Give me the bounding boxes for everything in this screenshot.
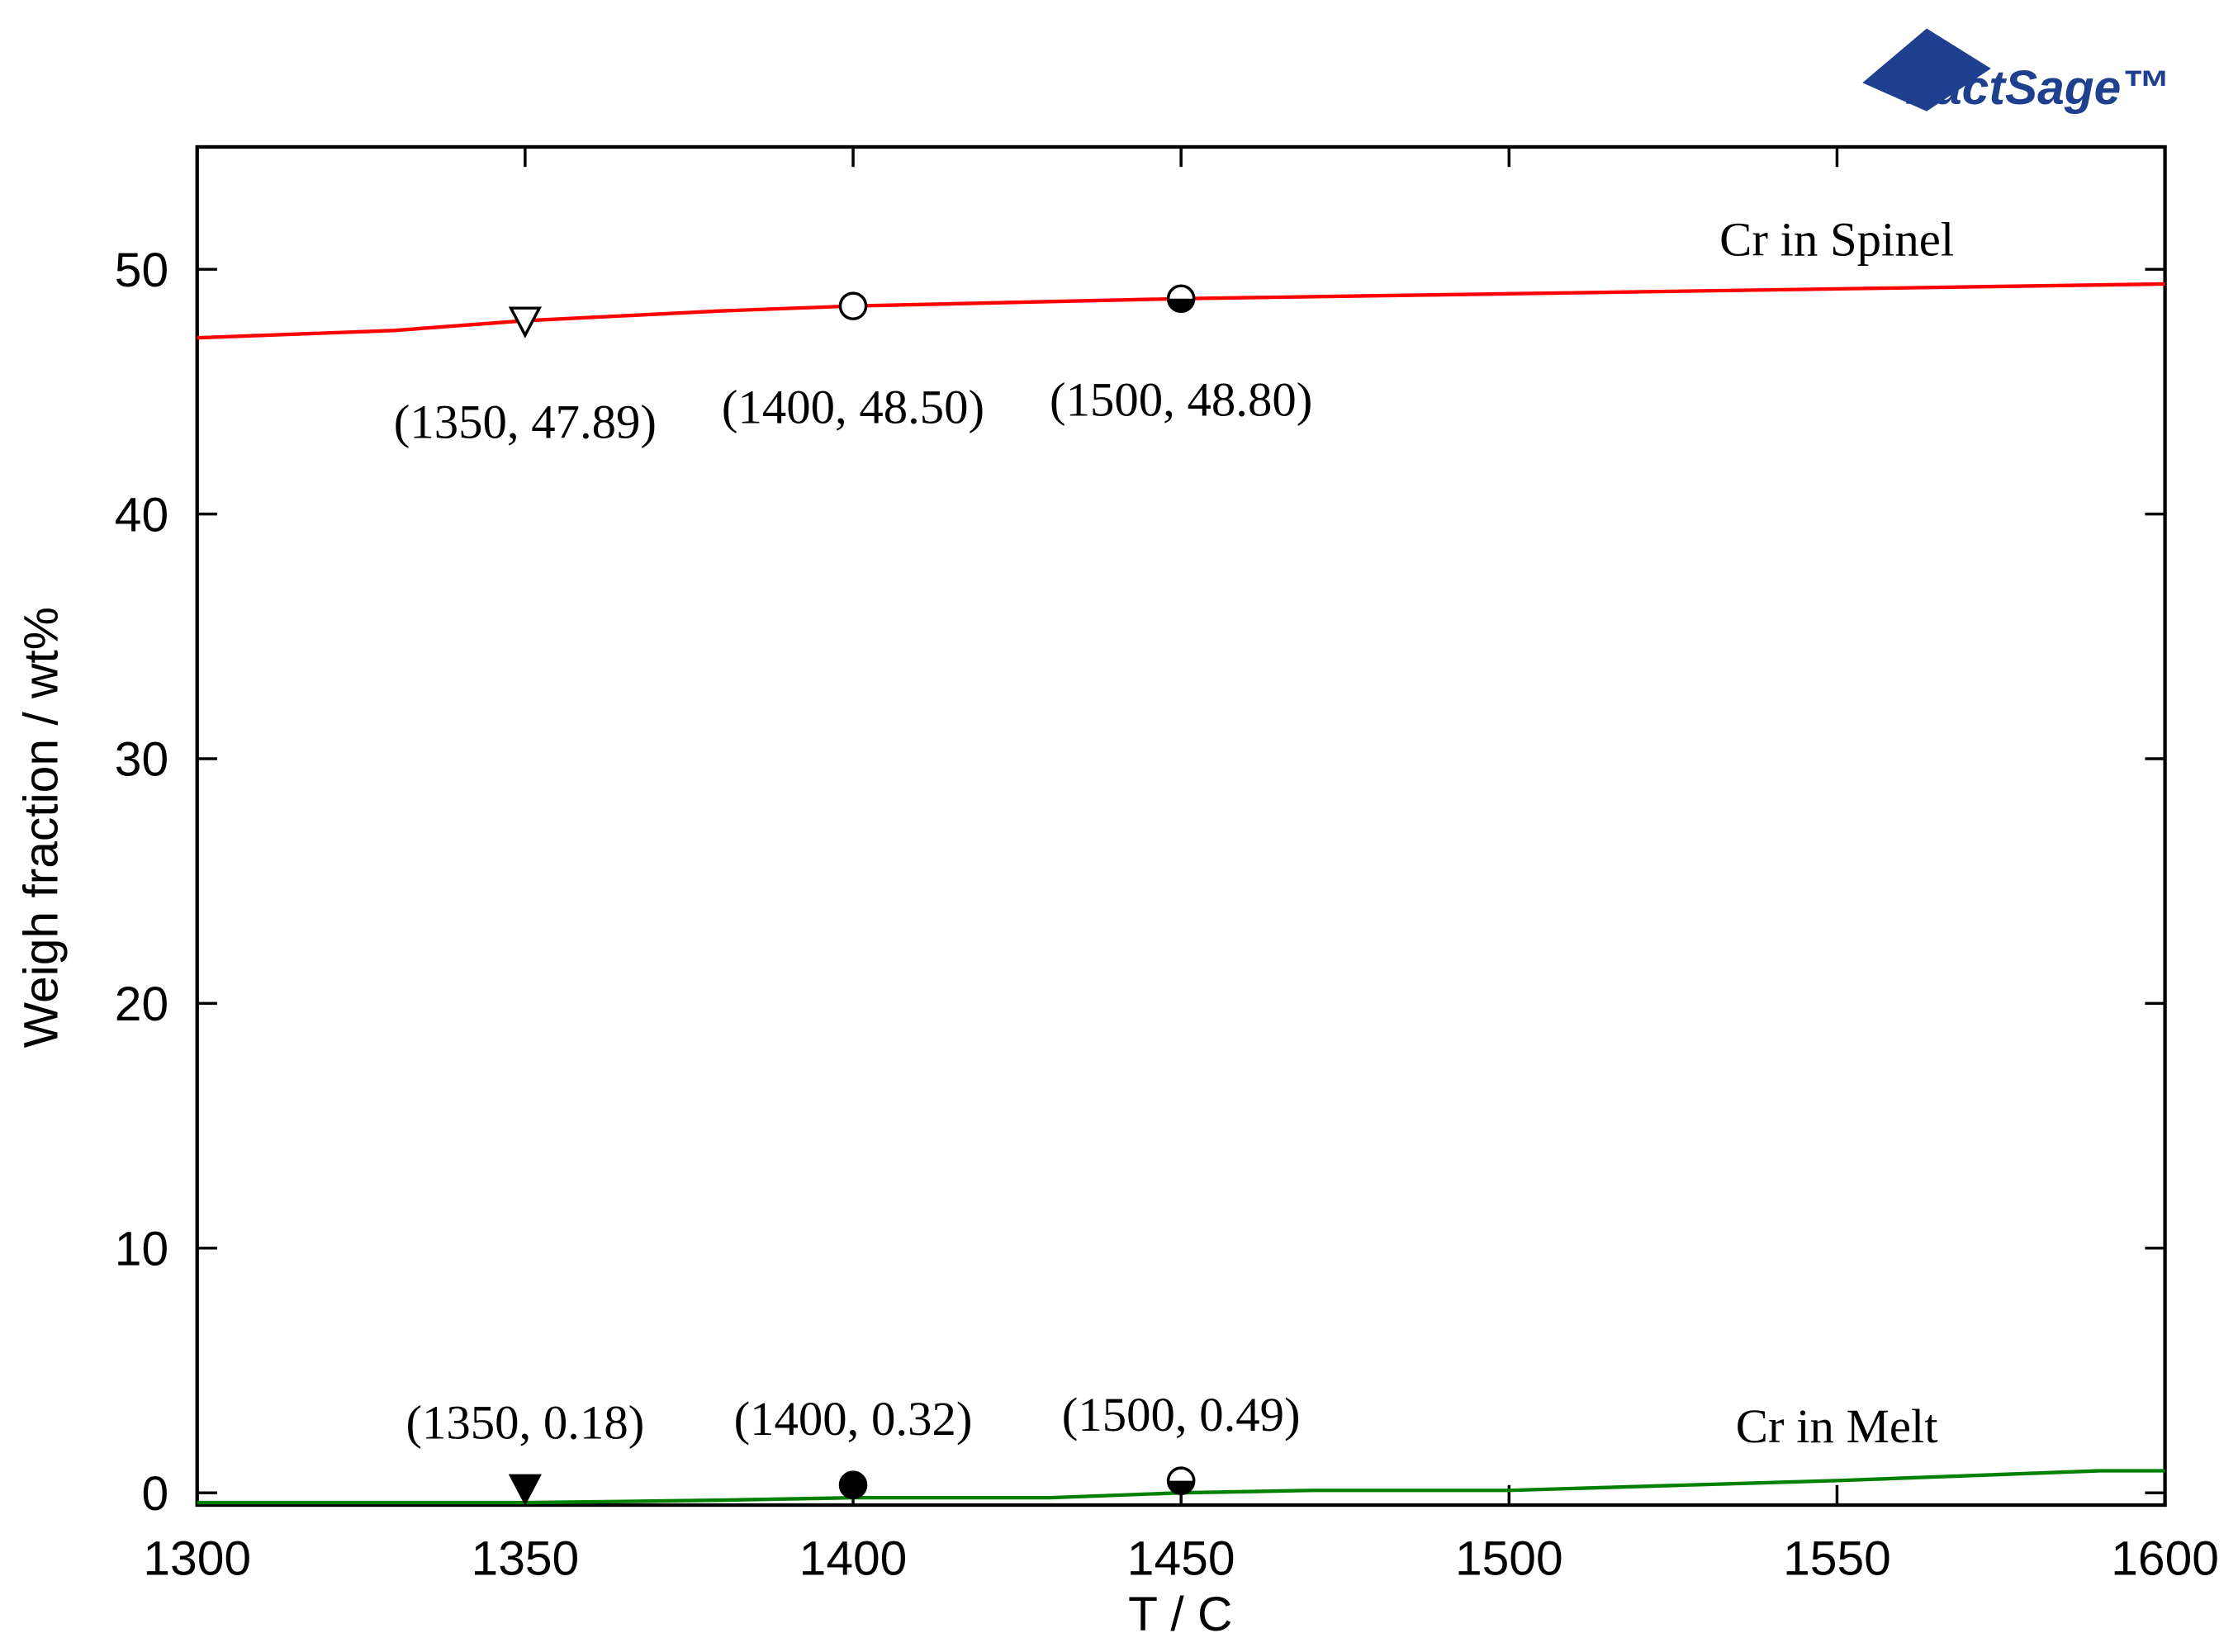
marker-fill [1168, 1480, 1194, 1494]
x-tick-label: 1300 [143, 1532, 251, 1586]
x-tick-label: 1500 [1455, 1532, 1563, 1586]
series-label: Cr in Spinel [1719, 212, 1954, 266]
y-tick-label: 10 [115, 1223, 168, 1276]
marker [508, 1474, 543, 1506]
marker-fill [1168, 298, 1194, 312]
marker [838, 291, 868, 320]
y-axis-label: Weigh fraction / wt% [14, 607, 68, 1048]
x-tick-label: 1450 [1127, 1532, 1235, 1586]
marker-label: (1350, 47.89) [394, 395, 657, 448]
y-tick-label: 30 [115, 733, 168, 787]
x-tick-label: 1350 [472, 1532, 580, 1586]
marker-label: (1500, 0.49) [1062, 1388, 1301, 1441]
marker [838, 1470, 868, 1499]
marker-label: (1400, 48.50) [722, 380, 984, 433]
y-tick-label: 40 [115, 488, 168, 542]
logo-text: FactSage™ [1905, 61, 2169, 115]
marker-label: (1400, 0.32) [734, 1392, 973, 1446]
marker-label: (1500, 48.80) [1050, 372, 1312, 426]
marker [508, 306, 543, 338]
x-tick-label: 1550 [1783, 1532, 1891, 1586]
logo-mark [1862, 28, 1991, 111]
x-tick-label: 1600 [2111, 1532, 2219, 1586]
y-tick-label: 0 [141, 1467, 168, 1521]
series-label: Cr in Melt [1736, 1399, 1938, 1453]
plot-frame [195, 144, 2167, 1508]
x-tick-label: 1400 [799, 1532, 908, 1586]
logo: FactSage™ [1862, 28, 2169, 115]
y-tick-label: 50 [115, 244, 168, 297]
marker-label: (1350, 0.18) [405, 1395, 644, 1449]
y-tick-label: 20 [115, 977, 168, 1031]
x-axis-label: T / C [1128, 1588, 1232, 1641]
